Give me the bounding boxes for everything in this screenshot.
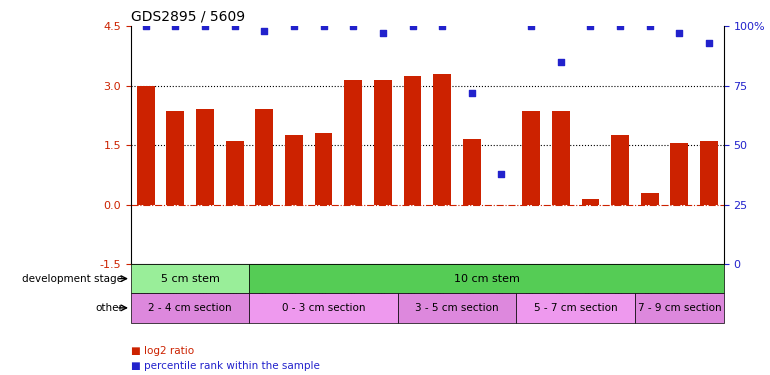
Bar <box>285 135 303 205</box>
Text: 10 cm stem: 10 cm stem <box>454 274 520 284</box>
Bar <box>700 141 718 205</box>
Text: development stage: development stage <box>22 274 123 284</box>
Bar <box>249 264 724 293</box>
Bar <box>374 80 392 205</box>
Bar <box>611 135 629 205</box>
Point <box>377 30 389 36</box>
Point <box>466 90 478 96</box>
Text: ■ log2 ratio: ■ log2 ratio <box>131 346 194 355</box>
Point <box>584 23 597 29</box>
Text: other: other <box>95 303 123 313</box>
Text: 7 - 9 cm section: 7 - 9 cm section <box>638 303 721 313</box>
Bar <box>249 293 398 322</box>
Bar <box>522 111 540 205</box>
Point <box>407 23 419 29</box>
Bar <box>137 86 155 205</box>
Point <box>199 23 211 29</box>
Bar <box>463 139 480 205</box>
Bar <box>641 193 658 205</box>
Text: 0 - 3 cm section: 0 - 3 cm section <box>282 303 365 313</box>
Bar <box>315 133 333 205</box>
Point <box>317 23 330 29</box>
Point <box>644 23 656 29</box>
Bar <box>131 293 249 322</box>
Bar <box>552 111 570 205</box>
Bar <box>671 143 688 205</box>
Text: GDS2895 / 5609: GDS2895 / 5609 <box>131 10 245 24</box>
Text: 5 cm stem: 5 cm stem <box>161 274 219 284</box>
Bar <box>581 199 599 205</box>
Bar <box>434 74 451 205</box>
Bar <box>344 80 362 205</box>
Point <box>495 171 507 177</box>
Point <box>614 23 626 29</box>
Point <box>169 23 182 29</box>
Point <box>703 40 715 46</box>
Bar <box>256 110 273 205</box>
Bar <box>517 293 635 322</box>
Text: 5 - 7 cm section: 5 - 7 cm section <box>534 303 618 313</box>
Bar <box>196 110 214 205</box>
Point <box>288 23 300 29</box>
Text: 2 - 4 cm section: 2 - 4 cm section <box>149 303 232 313</box>
Bar <box>398 293 517 322</box>
Text: ■ percentile rank within the sample: ■ percentile rank within the sample <box>131 361 320 370</box>
Point <box>139 23 152 29</box>
Bar <box>131 264 249 293</box>
Point <box>347 23 360 29</box>
Point <box>436 23 448 29</box>
Point <box>258 28 270 34</box>
Point <box>525 23 537 29</box>
Point <box>229 23 241 29</box>
Text: 3 - 5 cm section: 3 - 5 cm section <box>415 303 499 313</box>
Bar <box>226 141 243 205</box>
Point <box>673 30 685 36</box>
Bar <box>635 293 724 322</box>
Bar <box>166 111 184 205</box>
Point <box>554 59 567 65</box>
Bar <box>403 76 421 205</box>
